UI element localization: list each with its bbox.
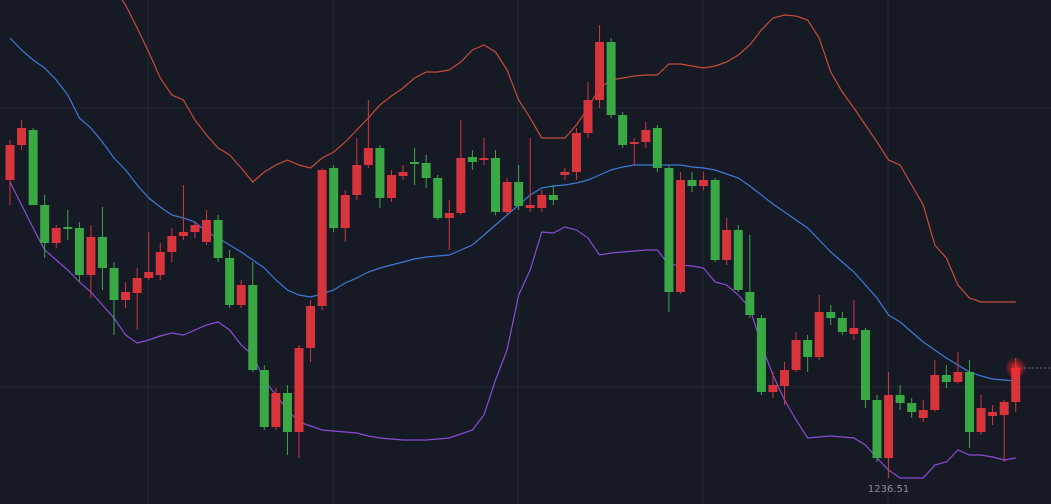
candle-body bbox=[5, 145, 15, 180]
candle-body bbox=[352, 165, 362, 195]
candle-body bbox=[28, 130, 38, 205]
candle-body bbox=[410, 162, 420, 164]
candle-body bbox=[271, 393, 281, 427]
candle-body bbox=[491, 158, 501, 212]
candle-body bbox=[652, 128, 662, 168]
candle-body bbox=[444, 213, 454, 218]
candle-body bbox=[317, 170, 327, 306]
candle-body bbox=[63, 227, 73, 229]
candle-body bbox=[178, 232, 188, 236]
candle-body bbox=[514, 182, 524, 206]
candle-body bbox=[675, 180, 685, 292]
candle-body bbox=[571, 133, 581, 172]
band-line bbox=[121, 0, 1016, 303]
candle-body bbox=[988, 412, 998, 416]
candle-body bbox=[225, 258, 235, 305]
candle-body bbox=[595, 42, 605, 100]
candle-body bbox=[814, 312, 824, 357]
candle-body bbox=[710, 180, 720, 260]
candle-body bbox=[202, 220, 212, 242]
candle-body bbox=[641, 130, 651, 142]
candle-body bbox=[109, 268, 119, 300]
candle-body bbox=[259, 370, 269, 427]
candle-body bbox=[791, 340, 801, 370]
candle-body bbox=[606, 42, 616, 115]
candle-body bbox=[918, 410, 928, 418]
candle-body bbox=[40, 205, 50, 243]
candle-body bbox=[456, 158, 466, 213]
candle-body bbox=[745, 292, 755, 315]
candle-body bbox=[756, 318, 766, 392]
candle-body bbox=[976, 408, 986, 432]
candle-body bbox=[375, 148, 385, 198]
candle-body bbox=[248, 285, 258, 370]
candle-body bbox=[155, 252, 165, 275]
candle-body bbox=[826, 312, 836, 318]
candle-body bbox=[733, 230, 743, 290]
candle-body bbox=[97, 237, 107, 268]
candle-body bbox=[294, 348, 304, 432]
candle-body bbox=[433, 178, 443, 218]
candle-body bbox=[629, 142, 639, 144]
candle-body bbox=[363, 148, 373, 165]
candle-body bbox=[687, 180, 697, 186]
candle-body bbox=[930, 375, 940, 410]
candle-body bbox=[548, 195, 558, 200]
candle-body bbox=[190, 225, 200, 232]
candle-body bbox=[167, 236, 177, 252]
candle-body bbox=[282, 393, 292, 432]
candle-body bbox=[964, 372, 974, 432]
candle-body bbox=[664, 168, 674, 292]
candle-body bbox=[837, 318, 847, 332]
band-line bbox=[9, 181, 1016, 479]
candle-body bbox=[121, 292, 131, 300]
candle-body bbox=[699, 180, 709, 186]
candle-body bbox=[953, 372, 963, 382]
candle-body bbox=[722, 230, 732, 260]
candle-body bbox=[860, 330, 870, 400]
candle-body bbox=[537, 195, 547, 208]
candle-body bbox=[467, 157, 477, 162]
candle-body bbox=[306, 306, 316, 348]
candle-body bbox=[1011, 368, 1021, 402]
candle-body bbox=[236, 285, 246, 305]
candle-body bbox=[768, 385, 778, 392]
candle-body bbox=[132, 278, 142, 293]
candle-body bbox=[849, 328, 859, 334]
candle-body bbox=[525, 205, 535, 208]
candle-body bbox=[583, 100, 593, 133]
candle-body bbox=[780, 370, 790, 386]
candle-body bbox=[907, 403, 917, 412]
low-label: 1236.51 bbox=[868, 484, 909, 495]
candle-body bbox=[502, 182, 512, 212]
candle-body bbox=[618, 115, 628, 145]
candle-body bbox=[213, 220, 223, 258]
candle-body bbox=[17, 128, 27, 145]
candle-body bbox=[398, 172, 408, 176]
candle-body bbox=[421, 163, 431, 178]
candle-body bbox=[884, 395, 894, 458]
candle-body bbox=[329, 168, 339, 228]
candle-body bbox=[999, 402, 1009, 415]
candle-body bbox=[872, 400, 882, 458]
candle-body bbox=[895, 395, 905, 403]
candle-body bbox=[560, 172, 570, 175]
candle-body bbox=[51, 228, 61, 243]
candle-body bbox=[144, 272, 154, 278]
candle-body bbox=[74, 228, 84, 275]
band-line bbox=[9, 37, 1016, 382]
candle-body bbox=[386, 175, 396, 198]
candle-body bbox=[479, 158, 489, 160]
candle-body bbox=[803, 340, 813, 357]
candle-body bbox=[340, 195, 350, 228]
candle-body bbox=[941, 375, 951, 382]
last-price-glow bbox=[1004, 357, 1027, 379]
candle-body bbox=[86, 237, 96, 275]
